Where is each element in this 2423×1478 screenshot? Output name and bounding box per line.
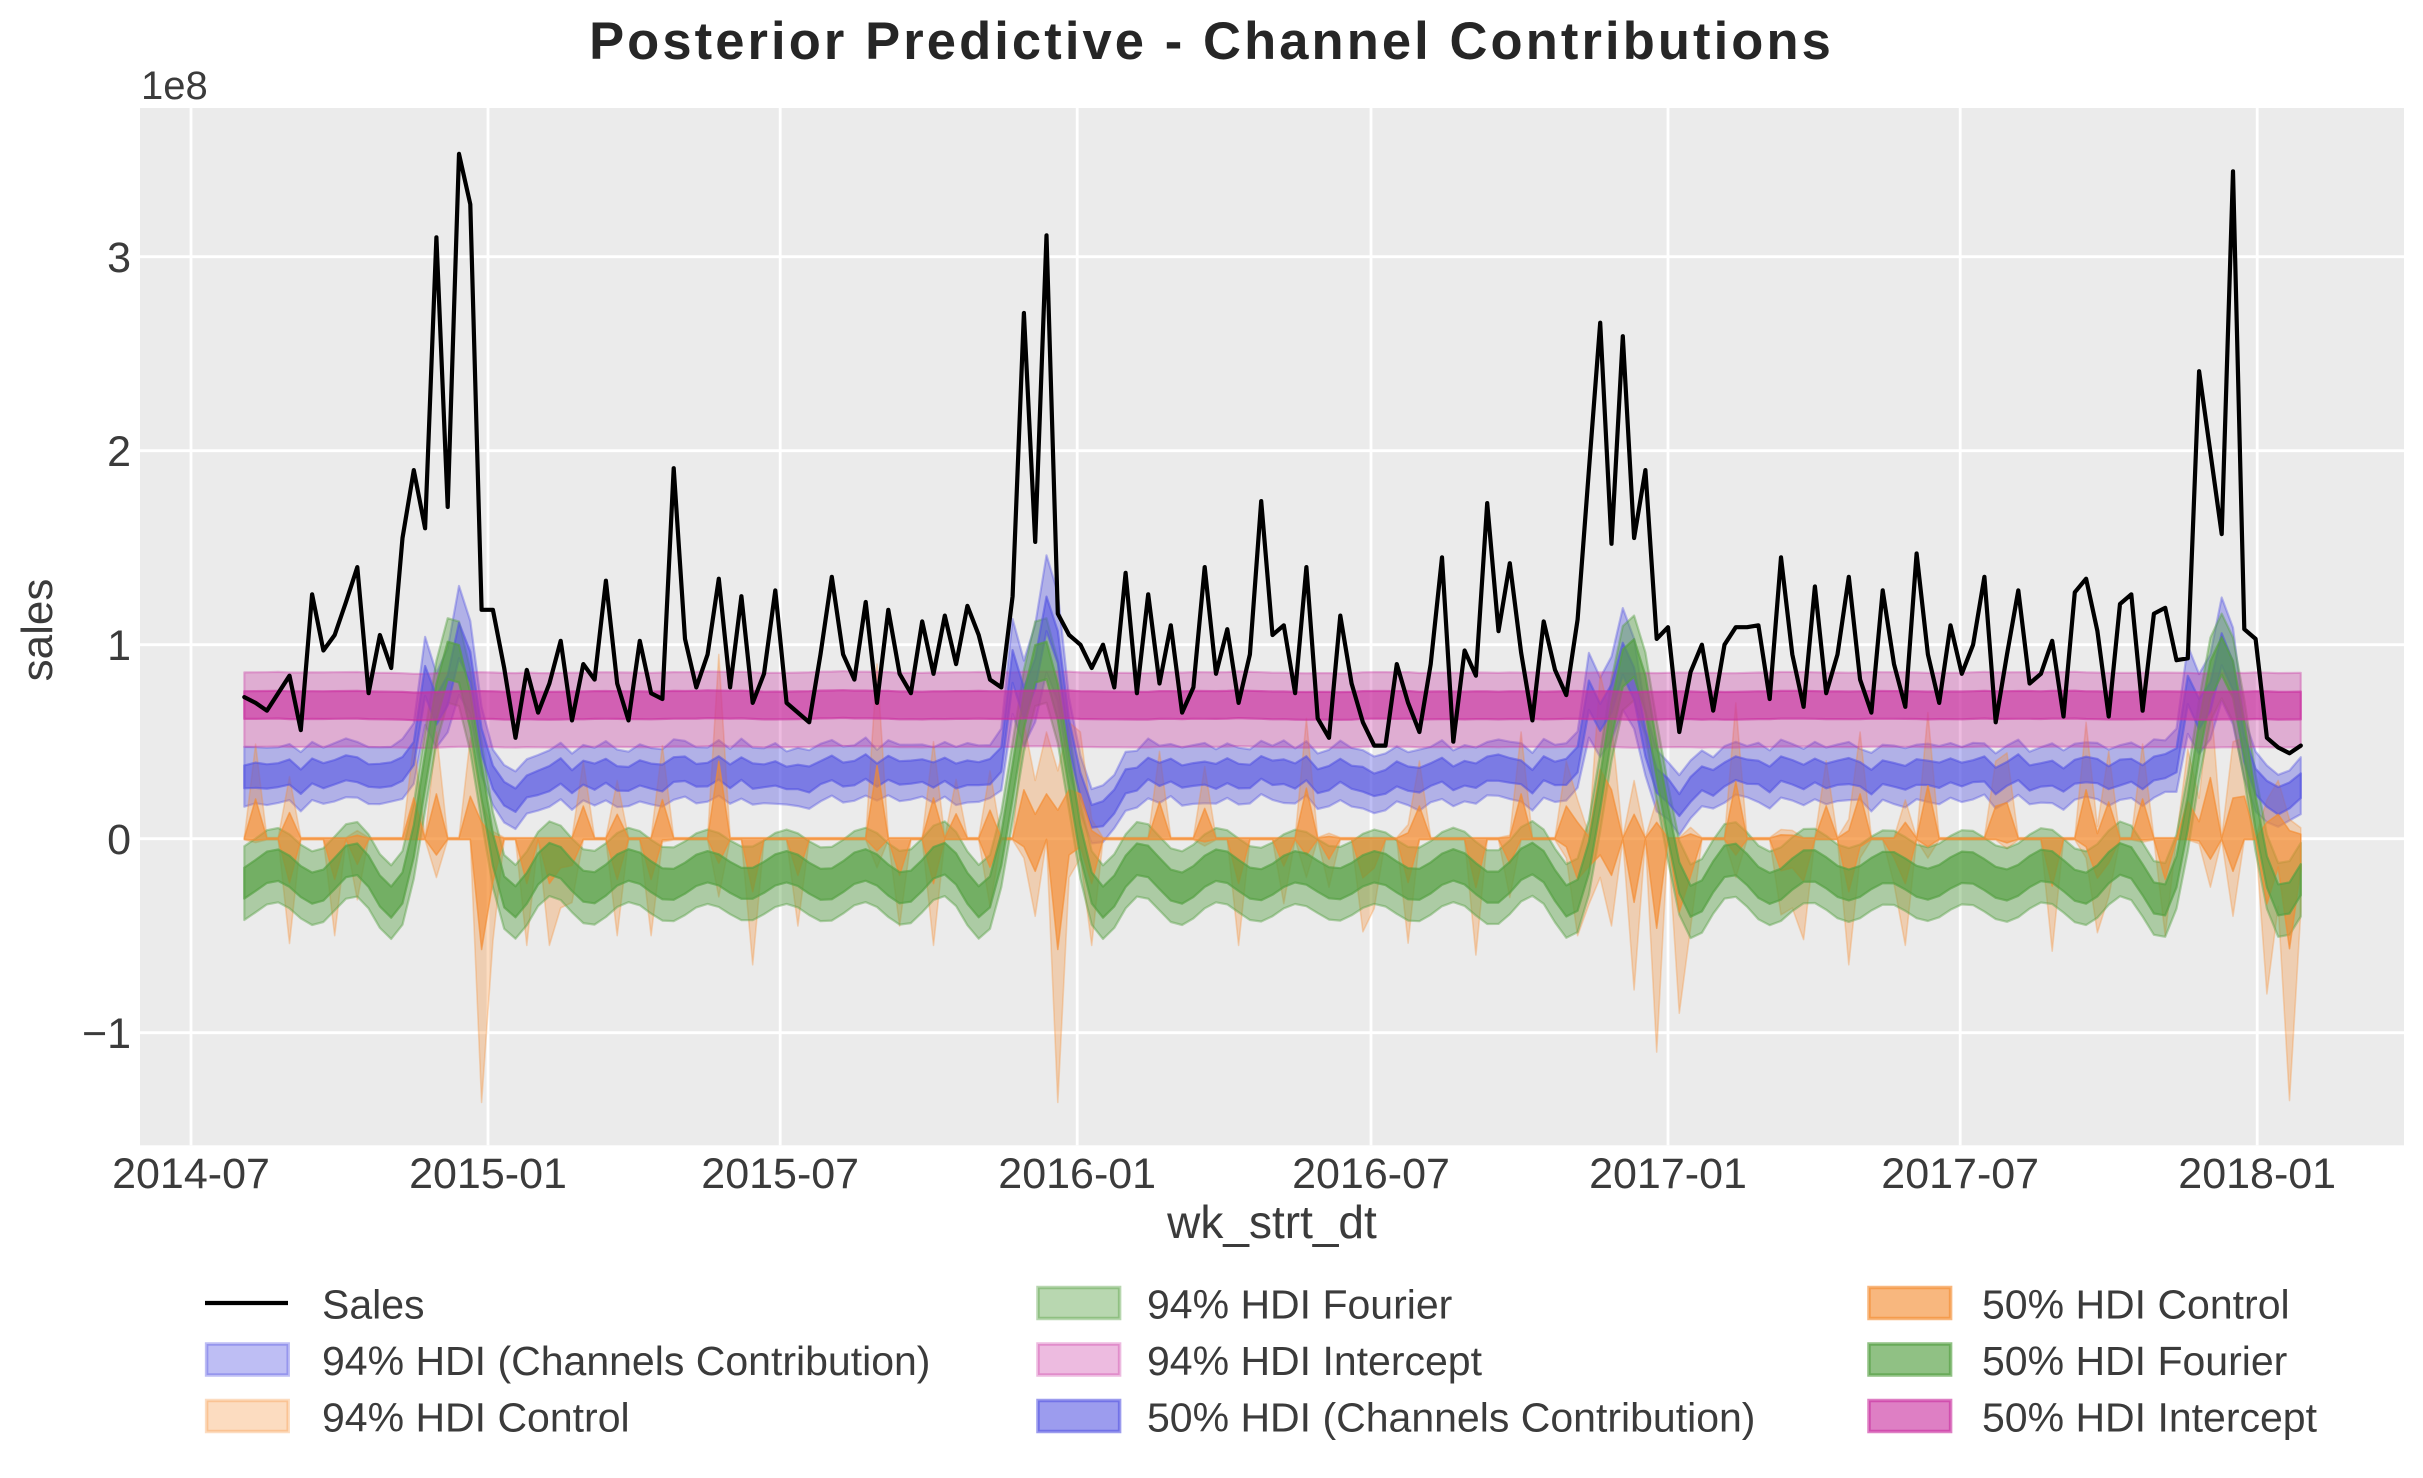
svg-text:50% HDI Fourier: 50% HDI Fourier: [1982, 1338, 2287, 1384]
svg-text:2015-07: 2015-07: [701, 1150, 859, 1198]
svg-text:2014-07: 2014-07: [112, 1150, 270, 1198]
svg-text:3: 3: [107, 234, 131, 282]
svg-text:94% HDI (Channels Contribution: 94% HDI (Channels Contribution): [322, 1338, 930, 1384]
svg-text:1e8: 1e8: [141, 64, 208, 108]
svg-text:2018-01: 2018-01: [2178, 1150, 2336, 1198]
svg-text:50% HDI Control: 50% HDI Control: [1982, 1282, 2290, 1328]
svg-text:1: 1: [107, 622, 131, 670]
svg-text:2017-07: 2017-07: [1881, 1150, 2039, 1198]
svg-text:2016-01: 2016-01: [998, 1150, 1156, 1198]
svg-text:50% HDI (Channels Contribution: 50% HDI (Channels Contribution): [1147, 1395, 1755, 1441]
svg-text:94% HDI Control: 94% HDI Control: [322, 1395, 630, 1441]
svg-text:sales: sales: [13, 579, 62, 682]
svg-text:94% HDI Intercept: 94% HDI Intercept: [1147, 1338, 1483, 1384]
svg-text:wk_strt_dt: wk_strt_dt: [1166, 1196, 1377, 1248]
svg-text:2: 2: [107, 428, 131, 476]
svg-text:50% HDI Intercept: 50% HDI Intercept: [1982, 1395, 2318, 1441]
svg-text:94% HDI Fourier: 94% HDI Fourier: [1147, 1282, 1452, 1328]
svg-text:Posterior Predictive - Channel: Posterior Predictive - Channel Contribut…: [589, 12, 1834, 71]
svg-text:−1: −1: [82, 1010, 131, 1058]
svg-text:0: 0: [107, 816, 131, 864]
svg-text:Sales: Sales: [322, 1282, 425, 1328]
svg-text:2016-07: 2016-07: [1292, 1150, 1450, 1198]
svg-text:2015-01: 2015-01: [409, 1150, 567, 1198]
svg-text:2017-01: 2017-01: [1589, 1150, 1747, 1198]
